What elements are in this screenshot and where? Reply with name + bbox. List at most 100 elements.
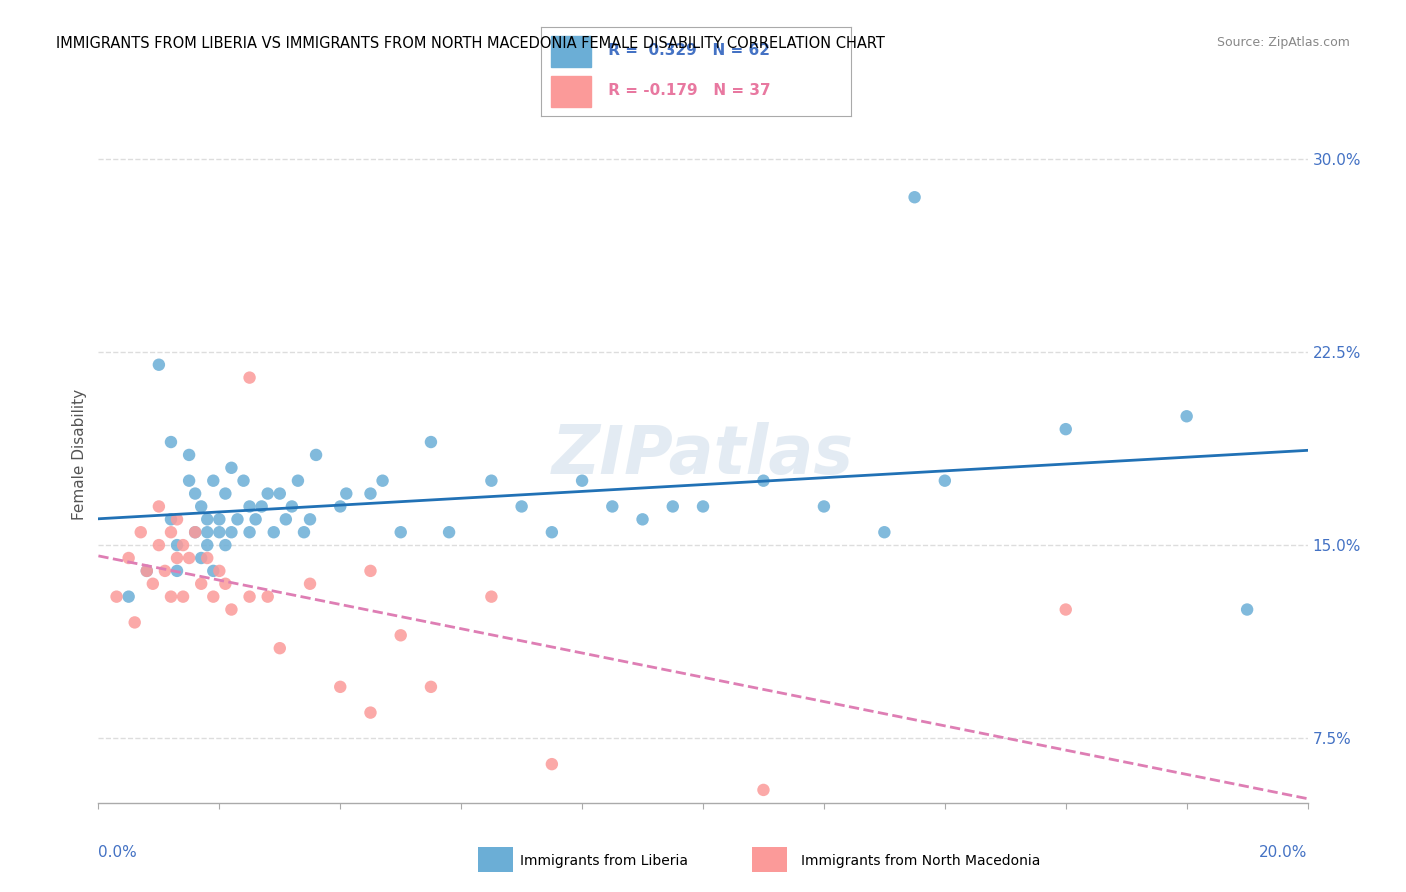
Point (540, 525, 562, 540)
Point (160, 512, 183, 526)
Point (631, 512, 654, 526)
Y-axis label: Female Disability: Female Disability (72, 389, 87, 521)
Point (202, 564, 225, 578)
Point (360, 486, 382, 500)
Text: 20.0%: 20.0% (1260, 845, 1308, 860)
Point (437, 525, 460, 540)
Text: R = -0.179   N = 37: R = -0.179 N = 37 (603, 84, 770, 98)
Text: Source: ZipAtlas.com: Source: ZipAtlas.com (1216, 36, 1350, 49)
Point (305, 448, 328, 462)
Point (179, 474, 201, 488)
Point (329, 680, 352, 694)
Point (292, 525, 315, 540)
Point (239, 370, 262, 384)
Point (184, 525, 207, 540)
Point (179, 551, 201, 566)
Point (214, 486, 236, 500)
Point (172, 538, 194, 552)
Text: IMMIGRANTS FROM LIBERIA VS IMMIGRANTS FROM NORTH MACEDONIA FEMALE DISABILITY COR: IMMIGRANTS FROM LIBERIA VS IMMIGRANTS FR… (56, 36, 886, 51)
Point (481, 590, 503, 604)
Point (299, 512, 322, 526)
Point (299, 576, 322, 591)
Point (195, 551, 218, 566)
Text: 0.0%: 0.0% (98, 845, 138, 860)
Point (202, 474, 225, 488)
Point (179, 448, 201, 462)
Point (232, 474, 254, 488)
Point (214, 576, 236, 591)
Point (172, 590, 194, 604)
Point (148, 538, 170, 552)
Point (481, 474, 503, 488)
Point (371, 474, 394, 488)
Point (214, 538, 236, 552)
Point (360, 706, 382, 720)
Point (148, 500, 170, 514)
Point (166, 551, 188, 566)
Point (256, 590, 278, 604)
Point (752, 783, 775, 797)
Point (420, 435, 443, 450)
Point (335, 486, 357, 500)
Point (263, 525, 285, 540)
Bar (551, 36, 591, 67)
Point (208, 512, 231, 526)
Point (287, 474, 309, 488)
Point (195, 512, 218, 526)
Point (269, 641, 291, 656)
Point (226, 512, 249, 526)
Point (662, 500, 685, 514)
Point (329, 500, 352, 514)
Point (269, 486, 291, 500)
Point (360, 564, 382, 578)
Point (124, 615, 146, 630)
Point (934, 474, 956, 488)
Point (105, 590, 128, 604)
Point (195, 538, 218, 552)
Point (752, 474, 775, 488)
Point (118, 551, 141, 566)
Text: R =  0.329   N = 62: R = 0.329 N = 62 (603, 44, 770, 58)
Point (692, 500, 714, 514)
Point (153, 564, 176, 578)
Point (1236, 602, 1258, 616)
Text: ZIPatlas: ZIPatlas (553, 422, 853, 488)
Point (160, 435, 183, 450)
Point (274, 512, 297, 526)
Point (239, 525, 262, 540)
Point (1054, 422, 1077, 436)
Bar (551, 76, 591, 107)
Point (190, 551, 212, 566)
Point (129, 525, 152, 540)
Point (190, 576, 212, 591)
Point (166, 512, 188, 526)
Point (195, 525, 218, 540)
Point (221, 525, 243, 540)
Point (184, 525, 207, 540)
Point (208, 525, 231, 540)
Point (1175, 409, 1198, 424)
Point (904, 190, 927, 204)
Point (281, 500, 304, 514)
Point (118, 590, 141, 604)
Point (510, 500, 533, 514)
Point (389, 628, 412, 642)
Point (221, 460, 243, 475)
Point (166, 538, 188, 552)
Point (190, 500, 212, 514)
Text: Immigrants from Liberia: Immigrants from Liberia (520, 854, 688, 868)
Point (239, 500, 262, 514)
Point (239, 590, 262, 604)
Point (202, 590, 225, 604)
Point (245, 512, 267, 526)
Point (160, 590, 183, 604)
Point (571, 474, 593, 488)
Point (250, 500, 273, 514)
Point (1054, 602, 1077, 616)
Point (166, 564, 188, 578)
Point (148, 358, 170, 372)
Point (602, 500, 624, 514)
Point (208, 564, 231, 578)
Point (184, 486, 207, 500)
Point (540, 757, 562, 772)
